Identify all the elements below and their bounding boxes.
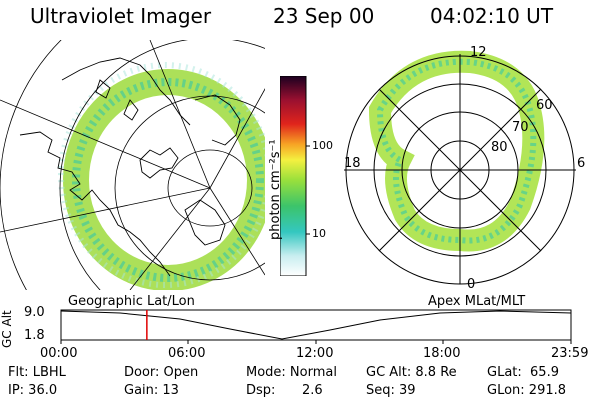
altitude-plot bbox=[60, 309, 572, 344]
right-map-label: Apex MLat/MLT bbox=[428, 294, 526, 309]
ip-status: IP: 36.0 bbox=[8, 383, 58, 398]
mlt-18: 18 bbox=[344, 156, 361, 171]
polar-plot bbox=[344, 50, 576, 285]
lat-60: 60 bbox=[536, 98, 553, 113]
colorbar-unit: photon cm⁻²s⁻¹ bbox=[268, 139, 283, 240]
lat-70: 70 bbox=[512, 120, 529, 135]
colorbar-tick-10: 10 bbox=[312, 227, 326, 240]
mlt-12: 12 bbox=[470, 45, 487, 60]
xtick-0000: 00:00 bbox=[40, 346, 78, 361]
xtick-2359: 23:59 bbox=[551, 346, 589, 361]
xtick-1200: 12:00 bbox=[296, 346, 334, 361]
glat-status: GLat: 65.9 bbox=[487, 365, 559, 380]
gain-status: Gain: 13 bbox=[124, 383, 179, 398]
gc-alt-status: GC Alt: 8.8 Re bbox=[366, 365, 457, 380]
title: Ultraviolet Imager bbox=[30, 4, 212, 28]
door-status: Door: Open bbox=[124, 365, 199, 380]
alt-ytick-9: 9.0 bbox=[24, 305, 45, 320]
mode-status: Mode: Normal bbox=[246, 365, 337, 380]
meridians bbox=[0, 40, 265, 290]
colorbar bbox=[280, 76, 310, 276]
polar-grid bbox=[344, 54, 576, 285]
lat-80: 80 bbox=[491, 140, 508, 155]
left-map-label: Geographic Lat/Lon bbox=[68, 294, 195, 309]
mlt-6: 6 bbox=[577, 156, 586, 171]
altitude-curve bbox=[60, 310, 572, 340]
xtick-1800: 18:00 bbox=[423, 346, 461, 361]
filter-status: Flt: LBHL bbox=[8, 365, 66, 380]
geographic-map bbox=[0, 40, 265, 290]
alt-ytick-1.8: 1.8 bbox=[24, 328, 45, 343]
dsp-value: 2.6 bbox=[302, 383, 323, 398]
dsp-label: Dsp: bbox=[246, 383, 276, 398]
coastlines bbox=[19, 57, 241, 277]
time: 04:02:10 UT bbox=[430, 4, 554, 28]
alt-ylabel: GC Alt bbox=[0, 310, 14, 348]
seq-status: Seq: 39 bbox=[366, 383, 416, 398]
colorbar-tick-100: 100 bbox=[312, 139, 333, 152]
mlt-0: 0 bbox=[467, 277, 476, 292]
date: 23 Sep 00 bbox=[273, 4, 375, 28]
glon-status: GLon: 291.8 bbox=[487, 383, 567, 398]
xtick-0600: 06:00 bbox=[168, 346, 206, 361]
